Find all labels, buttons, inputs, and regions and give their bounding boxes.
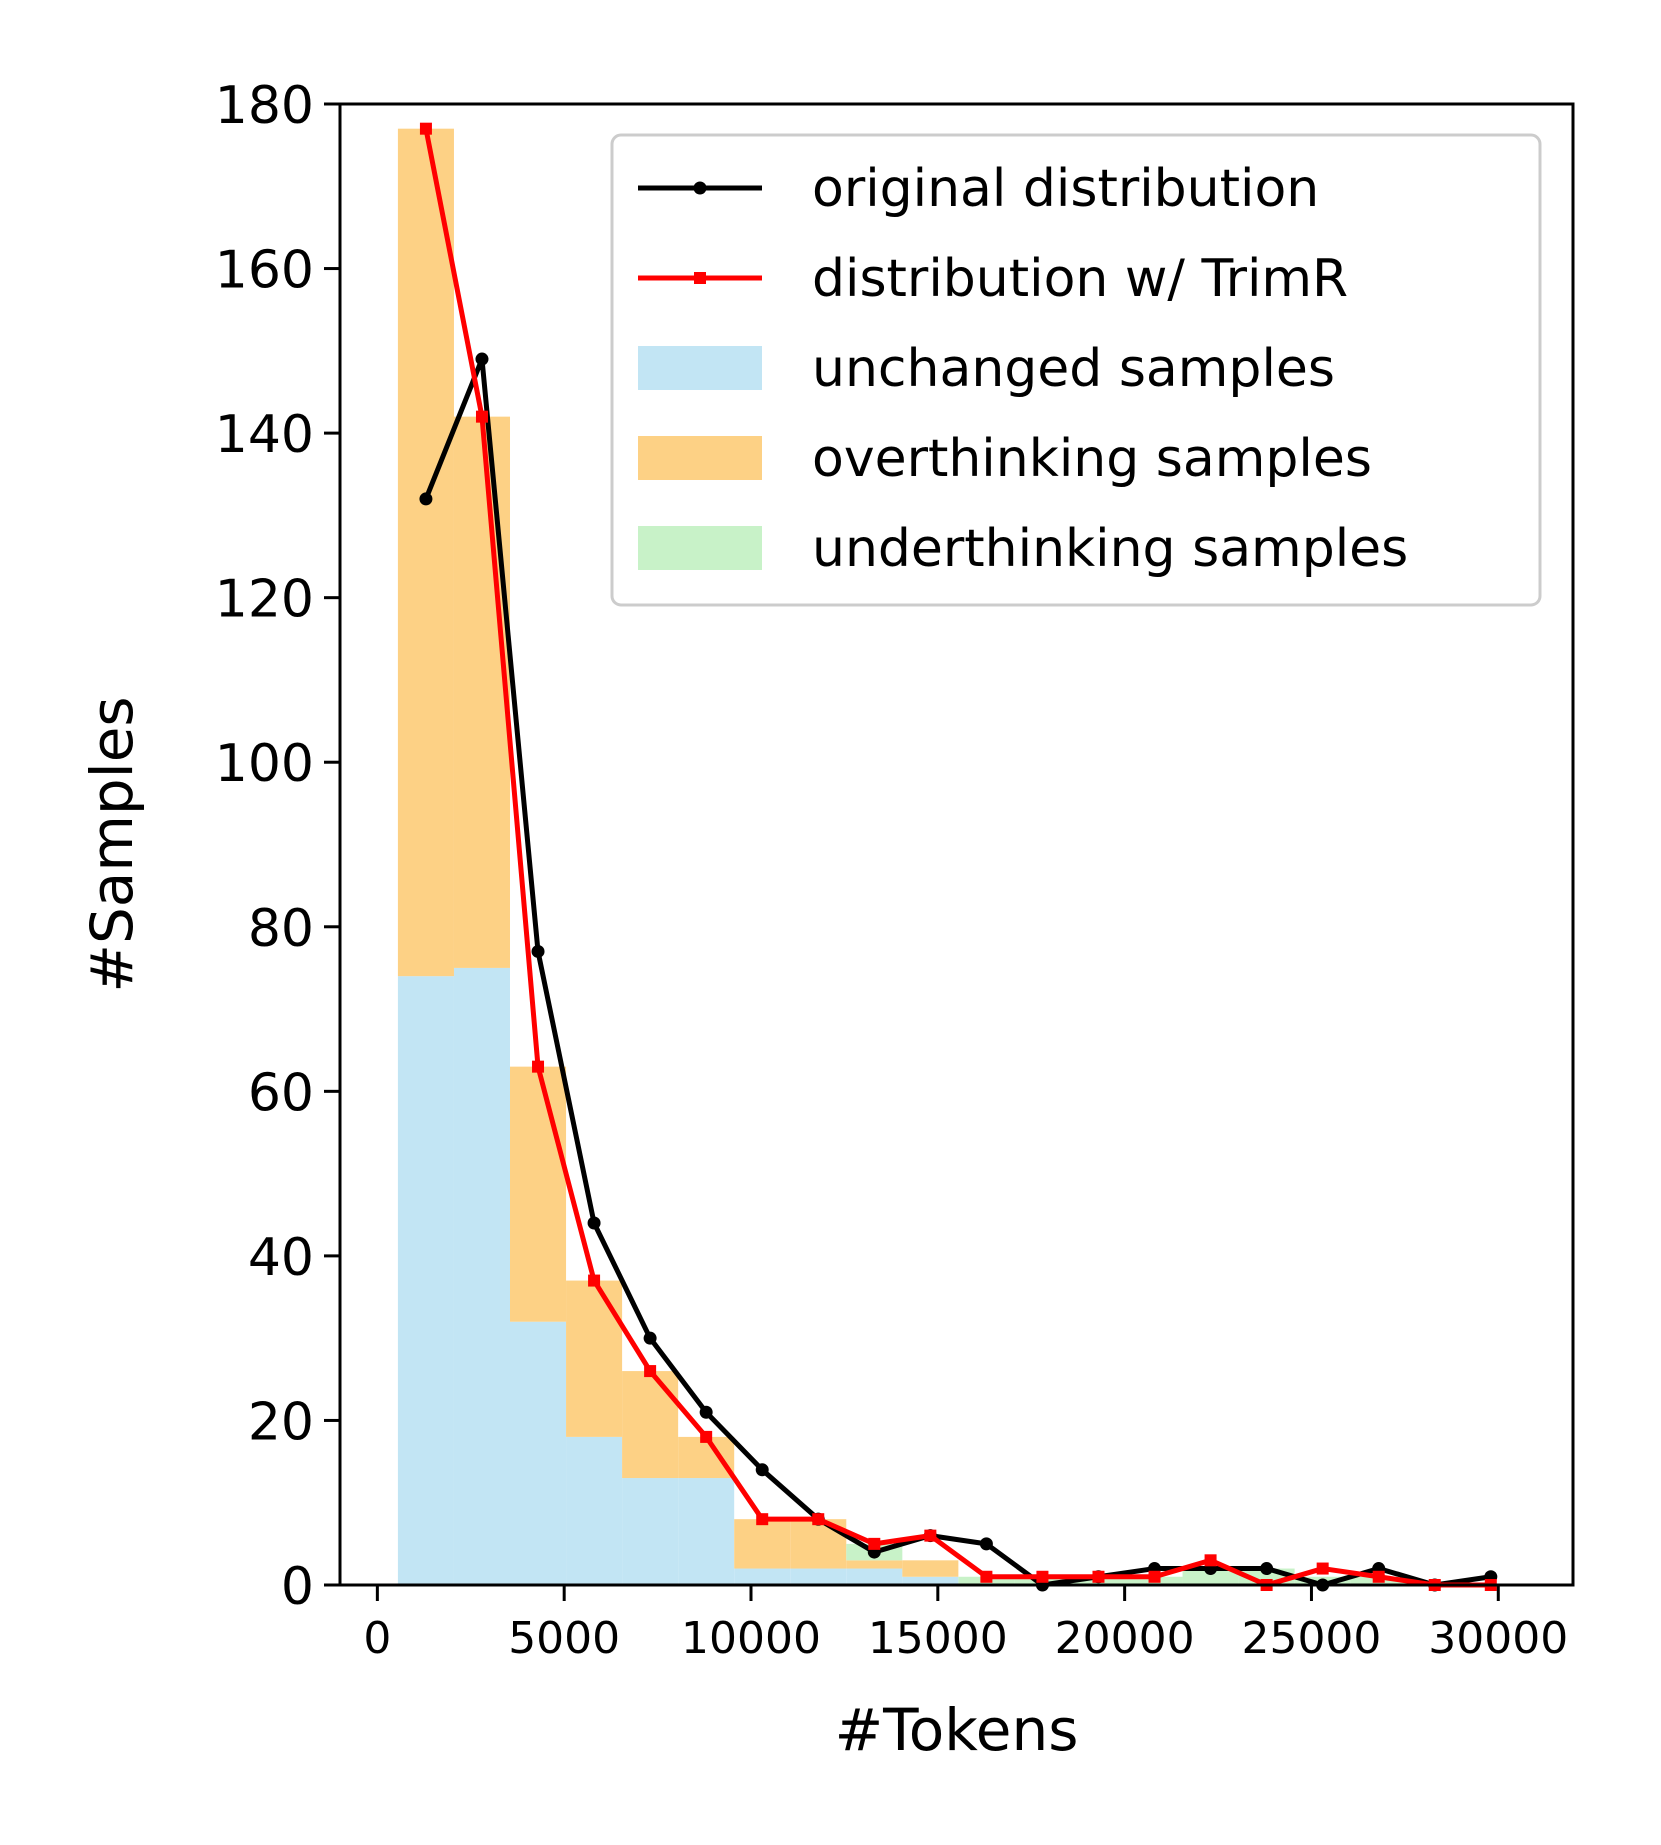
x-tick-label: 30000 [1428,1613,1568,1664]
bar-overthinking-samples [678,1436,735,1479]
y-tick-label: 60 [248,1063,314,1123]
point-distribution-w-trimr [475,410,488,423]
legend-box [610,133,1542,607]
point-original-distribution [419,492,433,506]
bar-overthinking-samples [622,1371,679,1479]
bar-unchanged-samples [902,1576,959,1585]
legend-patch-swatch [638,436,762,480]
x-tick-label: 10000 [681,1613,821,1664]
y-tick-label: 120 [215,570,314,630]
bar-unchanged-samples [622,1478,679,1585]
line-series [419,122,1498,1592]
bar-overthinking-samples [453,416,511,968]
bar-unchanged-samples [678,1478,735,1585]
point-distribution-w-trimr [980,1570,993,1583]
point-distribution-w-trimr [588,1274,601,1287]
legend-patch-swatch [638,526,762,570]
point-distribution-w-trimr [419,122,432,135]
point-original-distribution [587,1216,601,1230]
legend-label: underthinking samples [812,519,1408,579]
bar-overthinking-samples [734,1519,791,1569]
legend-label: distribution w/ TrimR [812,249,1348,309]
bar-overthinking-samples [846,1560,903,1569]
bar-overthinking-samples [566,1280,623,1437]
legend-marker [693,181,707,195]
bar-overthinking-samples [902,1560,959,1577]
y-tick-label: 160 [215,241,314,301]
bar-unchanged-samples [566,1436,623,1585]
legend-marker [694,272,706,284]
legend-label: unchanged samples [812,339,1335,399]
bar-unchanged-samples [397,976,454,1585]
y-tick-label: 140 [215,405,314,465]
y-tick-label: 20 [248,1392,314,1452]
point-original-distribution [699,1405,713,1419]
x-tick-label: 15000 [868,1613,1008,1664]
y-axis-title: #Samples [78,696,146,992]
y-tick-label: 180 [215,76,314,136]
bar-overthinking-samples [510,1066,567,1322]
x-axis-title: #Tokens [835,1696,1079,1764]
x-tick-label: 20000 [1055,1613,1195,1664]
bar-underthinking-samples [1182,1568,1239,1585]
legend-label: original distribution [812,159,1319,219]
point-distribution-w-trimr [532,1060,545,1073]
point-original-distribution [979,1537,993,1551]
point-distribution-w-trimr [812,1513,825,1526]
point-distribution-w-trimr [1372,1570,1385,1583]
point-distribution-w-trimr [756,1513,769,1526]
point-distribution-w-trimr [700,1430,713,1443]
bar-unchanged-samples [846,1568,903,1585]
y-tick-label: 40 [248,1228,314,1288]
x-axis-ticks: 0 5000 10000 15000 20000 25000 30000 [363,1585,1568,1664]
y-tick-label: 80 [248,899,314,959]
point-distribution-w-trimr [1092,1570,1105,1583]
y-tick-label: 100 [215,734,314,794]
y-tick-label: 0 [281,1557,314,1617]
x-tick-label: 25000 [1241,1613,1381,1664]
point-distribution-w-trimr [1204,1554,1217,1567]
point-distribution-w-trimr [868,1537,881,1550]
point-distribution-w-trimr [1036,1570,1049,1583]
point-original-distribution [1260,1562,1274,1576]
bar-unchanged-samples [734,1568,791,1585]
line-distribution-w-trimr [423,128,1491,1588]
bar-unchanged-samples [510,1321,567,1585]
legend-patch-swatch [638,346,762,390]
point-distribution-w-trimr [644,1365,657,1378]
point-original-distribution [475,352,489,366]
legend: original distribution distribution w/ Tri… [610,133,1542,607]
plot-frame [338,102,1575,1587]
point-original-distribution [755,1463,769,1477]
point-original-distribution [643,1331,657,1345]
y-axis-ticks: 0 20 40 60 80 100 120 140 160 180 [215,76,340,1617]
bar-overthinking-samples [397,128,454,977]
x-tick-label: 0 [363,1613,391,1664]
x-tick-label: 5000 [508,1613,620,1664]
bar-unchanged-samples [453,967,511,1585]
line-original-distribution [423,356,1492,1588]
point-distribution-w-trimr [924,1529,937,1542]
point-original-distribution [531,944,545,958]
histogram-bars [397,128,1407,1585]
point-distribution-w-trimr [1316,1562,1329,1575]
point-distribution-w-trimr [1148,1570,1161,1583]
bar-unchanged-samples [790,1568,847,1585]
legend-label: overthinking samples [812,429,1372,489]
